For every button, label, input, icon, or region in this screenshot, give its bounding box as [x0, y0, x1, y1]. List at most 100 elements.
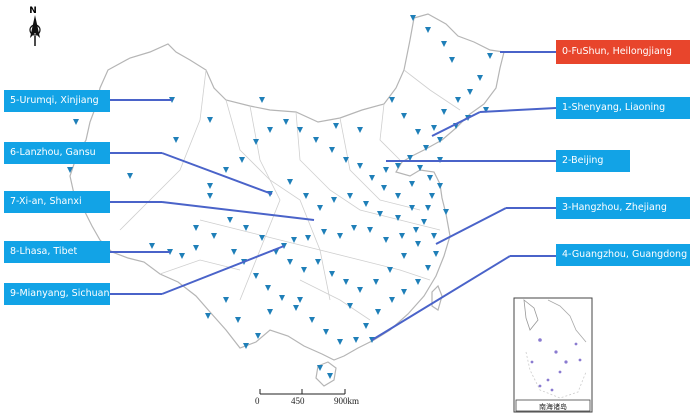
station-marker — [383, 237, 389, 243]
station-marker — [73, 119, 79, 125]
label-hangzhou: 3-Hangzhou, Zhejiang — [556, 197, 690, 219]
leader-line-4b — [371, 255, 511, 341]
station-marker — [467, 89, 473, 95]
station-marker — [343, 279, 349, 285]
station-marker — [483, 107, 489, 113]
station-marker — [253, 273, 259, 279]
station-marker — [407, 155, 413, 161]
label-guangzhou: 4-Guangzhou, Guangdong — [556, 244, 690, 266]
station-marker — [279, 295, 285, 301]
border-dash — [434, 320, 438, 380]
leader-line-3b — [435, 207, 507, 245]
station-marker — [317, 205, 323, 211]
station-marker — [253, 139, 259, 145]
label-beijing: 2-Beijing — [556, 150, 630, 172]
station-marker — [207, 117, 213, 123]
station-marker — [415, 241, 421, 247]
station-marker — [437, 137, 443, 143]
station-marker — [231, 249, 237, 255]
station-marker — [421, 219, 427, 225]
station-marker — [333, 123, 339, 129]
station-marker — [179, 253, 185, 259]
inset-caption: 南海诸岛 — [539, 402, 567, 411]
station-marker — [441, 109, 447, 115]
station-marker — [331, 197, 337, 203]
station-marker — [437, 183, 443, 189]
station-marker — [347, 193, 353, 199]
station-marker — [305, 235, 311, 241]
station-marker — [433, 251, 439, 257]
station-marker — [389, 97, 395, 103]
station-marker — [239, 157, 245, 163]
scale-tick-0: 0 — [255, 396, 260, 406]
station-marker — [429, 193, 435, 199]
station-marker — [347, 303, 353, 309]
station-marker — [127, 173, 133, 179]
leader-line-7b — [161, 201, 315, 221]
station-marker — [337, 339, 343, 345]
station-marker — [357, 287, 363, 293]
station-marker — [343, 157, 349, 163]
station-marker — [395, 193, 401, 199]
station-marker — [243, 343, 249, 349]
station-marker — [441, 41, 447, 47]
station-marker — [227, 217, 233, 223]
station-marker — [291, 237, 297, 243]
station-marker — [363, 201, 369, 207]
label-mianyang: 9-Mianyang, Sichuan — [4, 283, 110, 305]
station-marker — [235, 317, 241, 323]
station-marker — [337, 233, 343, 239]
station-marker — [401, 289, 407, 295]
station-marker — [267, 127, 273, 133]
station-marker — [377, 211, 383, 217]
station-marker — [401, 253, 407, 259]
station-marker — [323, 329, 329, 335]
station-marker — [193, 245, 199, 251]
station-marker — [369, 175, 375, 181]
station-marker — [173, 137, 179, 143]
label-lanzhou: 6-Lanzhou, Gansu — [4, 142, 110, 164]
station-marker — [443, 209, 449, 215]
station-marker — [205, 313, 211, 319]
station-marker — [315, 259, 321, 265]
station-marker — [207, 193, 213, 199]
station-marker — [301, 267, 307, 273]
station-marker — [329, 147, 335, 153]
station-marker — [67, 167, 73, 173]
country-outline — [69, 13, 505, 361]
station-marker — [431, 125, 437, 131]
station-marker — [367, 227, 373, 233]
station-marker — [455, 97, 461, 103]
station-marker — [389, 297, 395, 303]
station-marker — [410, 15, 416, 21]
station-marker — [449, 57, 455, 63]
station-marker — [415, 129, 421, 135]
station-marker — [193, 225, 199, 231]
station-marker — [329, 271, 335, 277]
station-marker — [317, 365, 323, 371]
station-marker — [297, 127, 303, 133]
station-marker — [313, 137, 319, 143]
station-marker — [427, 175, 433, 181]
station-marker — [303, 193, 309, 199]
leader-line-1a — [431, 111, 481, 137]
station-marker — [395, 163, 401, 169]
station-marker — [383, 167, 389, 173]
leader-lines — [110, 51, 557, 341]
station-marker — [425, 27, 431, 33]
station-marker — [309, 317, 315, 323]
station-marker — [381, 185, 387, 191]
leader-line-6b — [161, 152, 273, 195]
station-marker — [267, 309, 273, 315]
station-marker — [487, 53, 493, 59]
station-marker — [375, 309, 381, 315]
station-marker — [283, 119, 289, 125]
station-marker — [409, 205, 415, 211]
station-marker — [327, 373, 333, 379]
label-fushun: 0-FuShun, Heilongjiang — [556, 40, 690, 64]
station-marker — [395, 215, 401, 221]
station-marker — [297, 297, 303, 303]
station-marker — [223, 297, 229, 303]
station-marker — [409, 181, 415, 187]
